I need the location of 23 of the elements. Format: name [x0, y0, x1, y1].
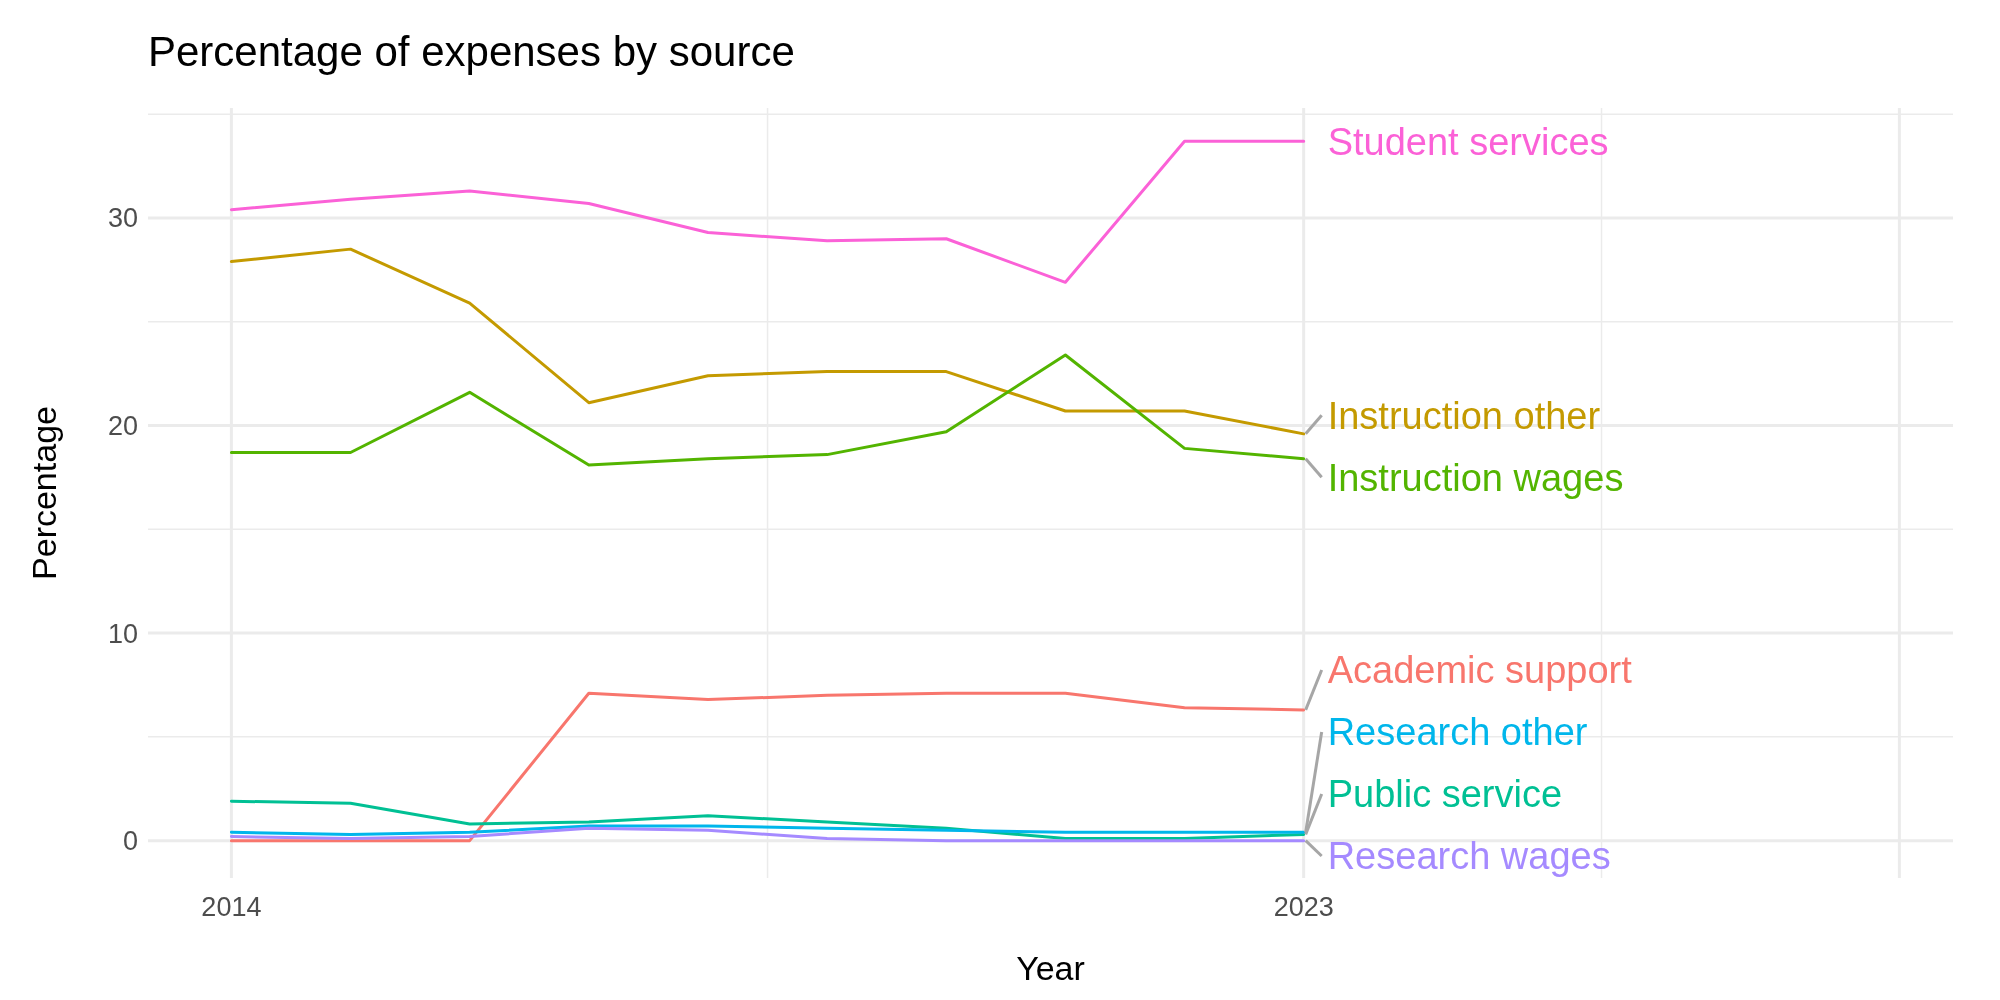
y-tick-label: 20 [107, 411, 138, 441]
series-label: Student services [1327, 120, 1609, 163]
y-axis-title: Percentage [25, 406, 63, 580]
y-tick-label: 0 [122, 826, 138, 857]
series-label: Instruction wages [1327, 456, 1624, 499]
line-series [229, 353, 1306, 467]
line-series [229, 799, 1306, 841]
series-label: Research wages [1327, 835, 1611, 878]
line-series [229, 826, 1306, 843]
x-axis-title: Year [1016, 949, 1085, 987]
y-tick-label: 30 [107, 203, 138, 234]
text: Research other [1327, 711, 1588, 754]
y-tick-label: 10 [107, 618, 138, 649]
series-label: Public service [1327, 773, 1563, 816]
x-tick-label: 2014 [201, 892, 262, 922]
series-label: Instruction other [1327, 394, 1601, 437]
line-series [229, 139, 1306, 284]
chart-title: Percentage of expenses by source [148, 28, 795, 75]
x-tick-label: 2023 [1273, 892, 1334, 922]
line-series [229, 247, 1306, 436]
series-label: Academic support [1327, 649, 1633, 692]
line-series [229, 691, 1306, 843]
line-series [229, 824, 1306, 836]
